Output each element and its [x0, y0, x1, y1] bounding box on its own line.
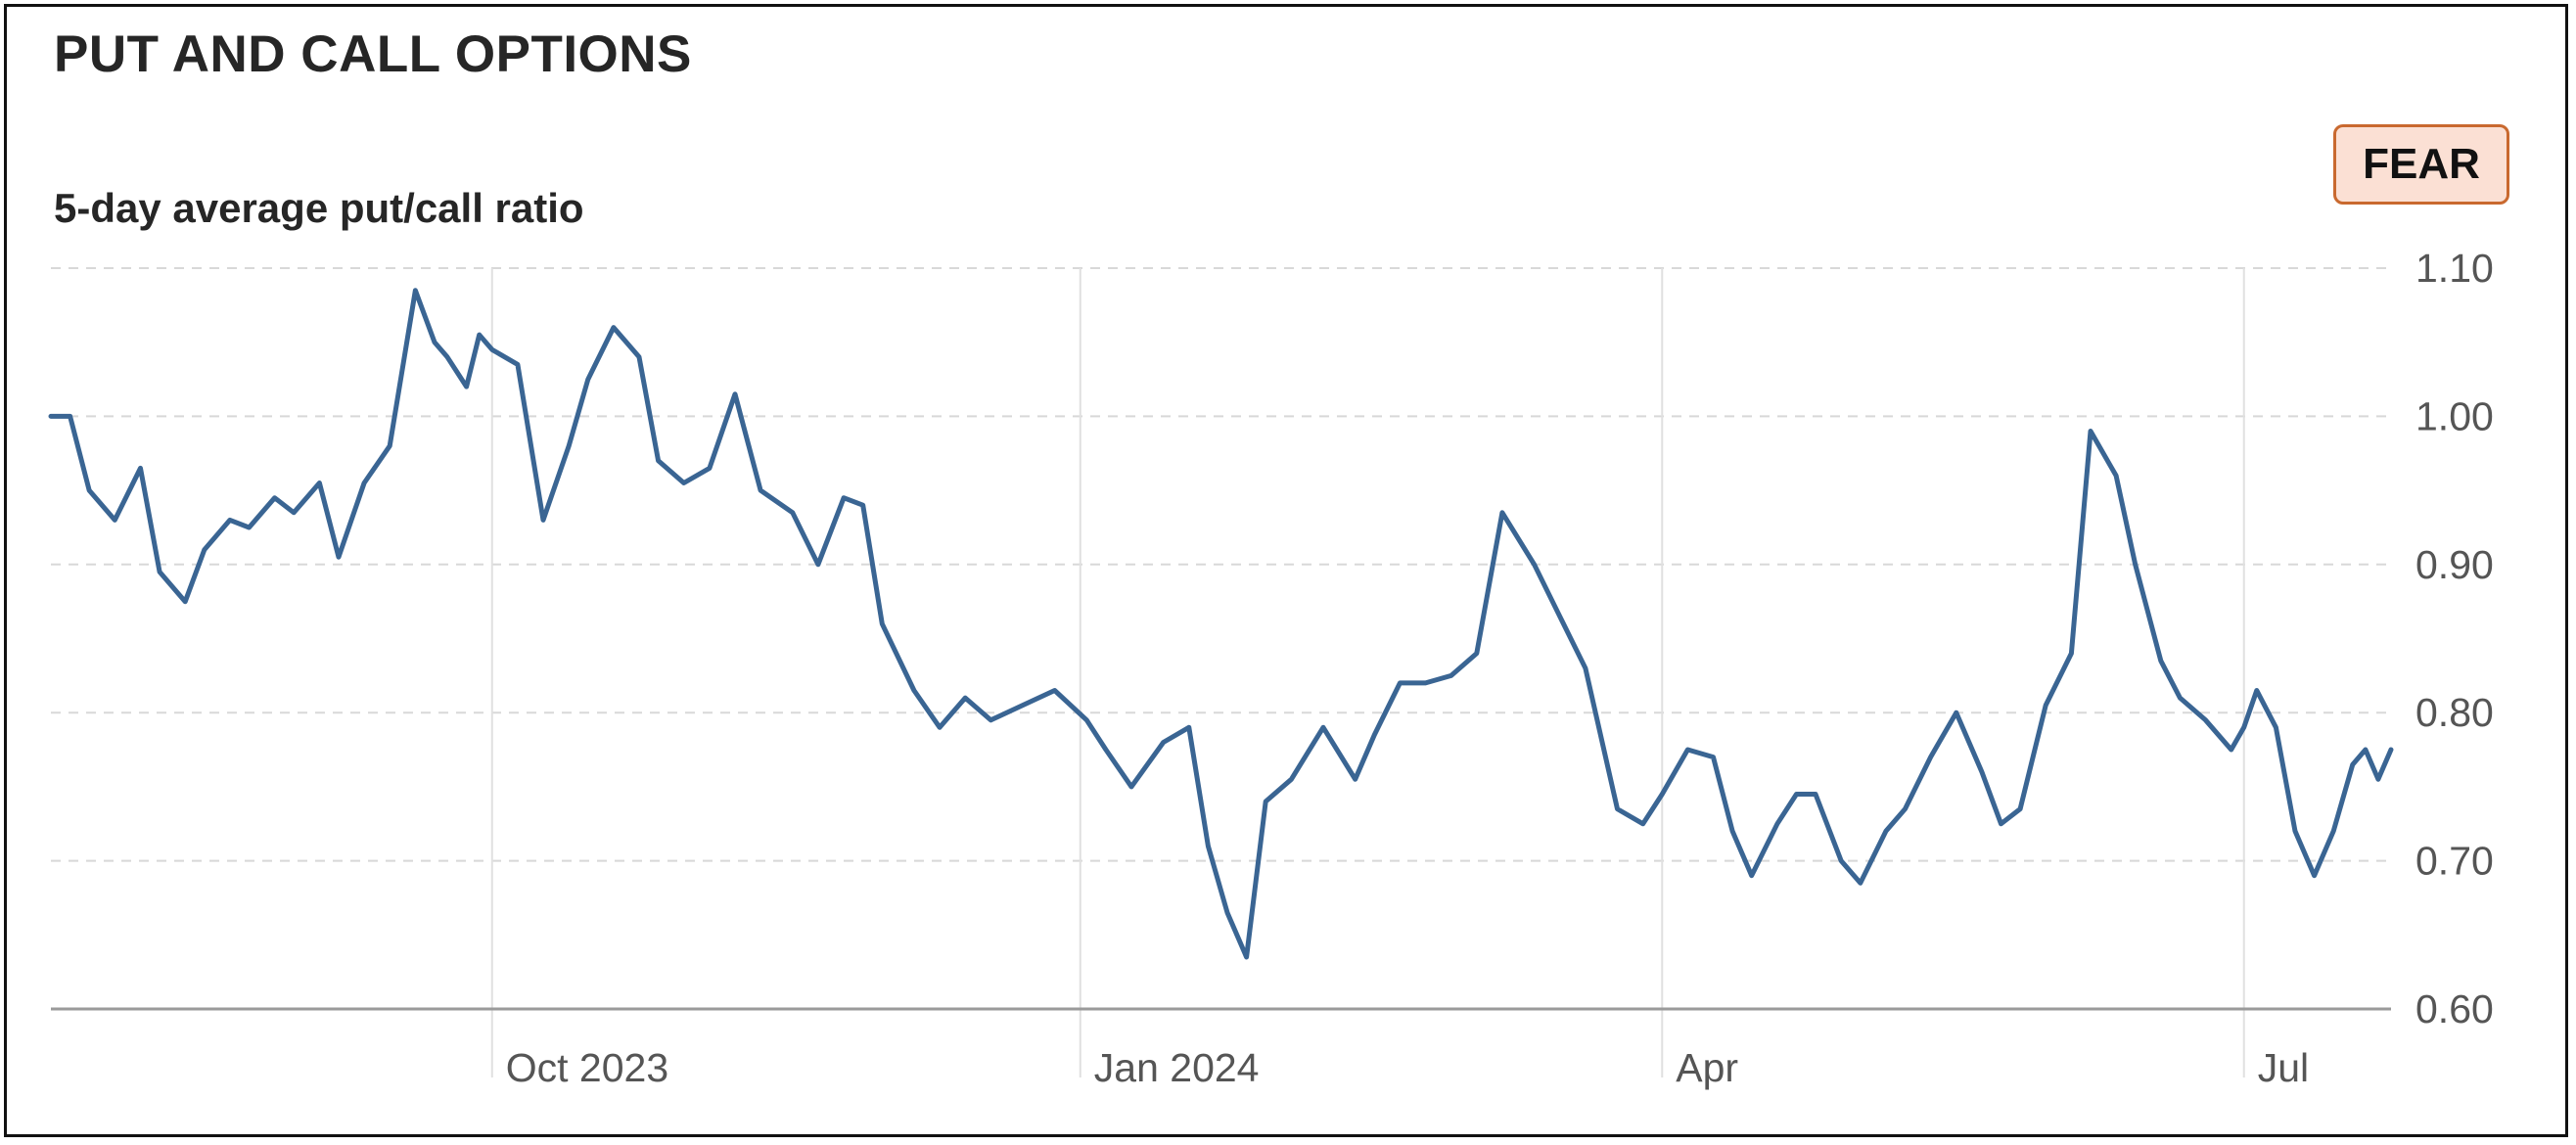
chart-frame: PUT AND CALL OPTIONS 5-day average put/c… — [4, 4, 2568, 1137]
chart-subtitle: 5-day average put/call ratio — [54, 185, 584, 231]
y-tick-label: 0.70 — [2415, 839, 2494, 884]
x-tick-label: Jul — [2258, 1045, 2309, 1090]
y-tick-label: 1.00 — [2415, 393, 2494, 438]
chart-title: PUT AND CALL OPTIONS — [54, 25, 692, 83]
y-tick-label: 1.10 — [2415, 246, 2494, 291]
y-tick-label: 0.80 — [2415, 690, 2494, 735]
x-tick-label: Oct 2023 — [506, 1045, 668, 1090]
put-call-ratio-line — [48, 288, 2394, 960]
y-tick-label: 0.60 — [2415, 986, 2494, 1031]
x-tick-label: Jan 2024 — [1094, 1045, 1260, 1090]
y-tick-label: 0.90 — [2415, 542, 2494, 587]
sentiment-badge: FEAR — [2333, 124, 2509, 205]
x-tick-label: Apr — [1676, 1045, 1738, 1090]
